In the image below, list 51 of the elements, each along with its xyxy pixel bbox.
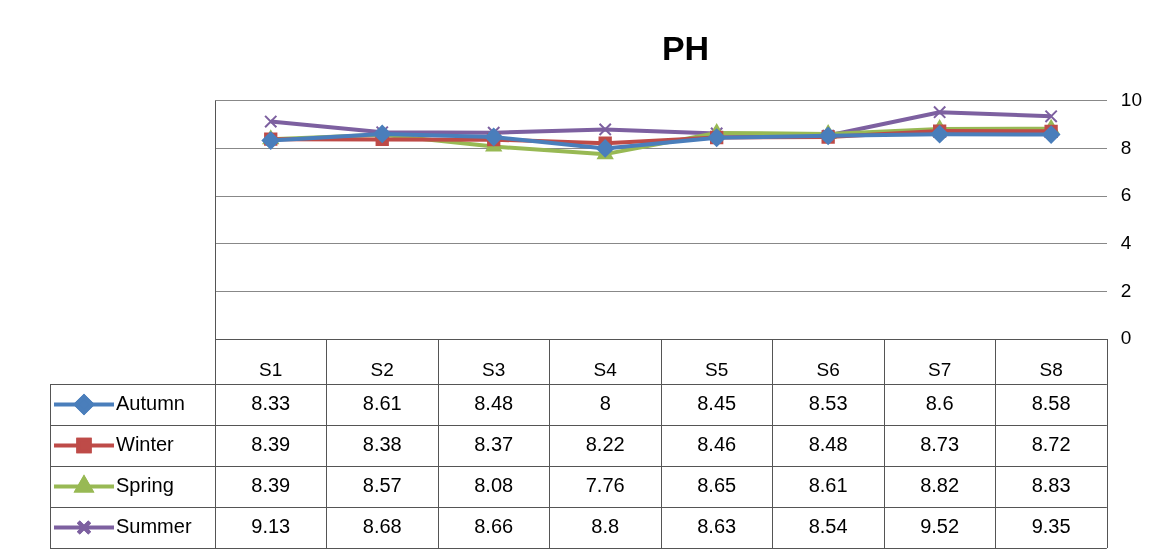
y-tick-label: 0: [1120, 327, 1132, 349]
y-tick-label: 2: [1120, 279, 1132, 301]
data-label: 8.73: [920, 433, 960, 456]
x-tick-label: S2: [370, 358, 394, 380]
data-label: 8.46: [697, 433, 737, 456]
data-label: 8.58: [1031, 392, 1071, 415]
data-label: 8.66: [474, 515, 514, 538]
data-label: 8.72: [1031, 433, 1071, 456]
data-label: 8.08: [474, 474, 514, 497]
data-label: 8.82: [920, 474, 960, 497]
legend-label: Summer: [116, 515, 192, 538]
data-label: 8.63: [697, 515, 737, 538]
data-label: 8.61: [362, 392, 402, 415]
data-label: 8.54: [808, 515, 848, 538]
y-tick-label: 10: [1120, 89, 1143, 111]
data-label: 8.68: [362, 515, 402, 538]
x-tick-label: S4: [593, 358, 618, 380]
data-label: 8.33: [251, 392, 291, 415]
data-label: 8.48: [808, 433, 848, 456]
data-label: 8.8: [591, 515, 620, 538]
x-tick-label: S7: [928, 358, 952, 380]
x-tick-label: S5: [705, 358, 729, 380]
data-label: 8: [599, 392, 611, 415]
data-label: 8.61: [808, 474, 848, 497]
data-label: 8.57: [362, 474, 402, 497]
data-label: 9.13: [251, 515, 291, 538]
legend-label: Winter: [116, 433, 175, 456]
legend-label: Autumn: [116, 392, 185, 415]
x-tick-label: S3: [482, 358, 506, 380]
data-label: 8.83: [1031, 474, 1071, 497]
data-label: 8.45: [697, 392, 737, 415]
chart-title: PH: [661, 28, 710, 67]
y-tick-label: 4: [1120, 231, 1132, 253]
x-tick-label: S1: [259, 358, 283, 380]
x-tick-label: S8: [1039, 358, 1063, 380]
data-label: 7.76: [585, 474, 625, 497]
data-label: 8.39: [251, 433, 291, 456]
data-label: 8.22: [585, 433, 625, 456]
data-label: 9.35: [1031, 515, 1071, 538]
data-label: 8.37: [474, 433, 514, 456]
data-label: 8.39: [251, 474, 291, 497]
data-label: 8.6: [925, 392, 954, 415]
data-label: 8.65: [697, 474, 737, 497]
data-label: 8.48: [474, 392, 514, 415]
data-label: 8.53: [808, 392, 848, 415]
data-label: 9.52: [920, 515, 960, 538]
data-label: 8.38: [362, 433, 402, 456]
legend-label: Spring: [116, 474, 174, 497]
y-tick-label: 8: [1120, 136, 1132, 158]
x-tick-label: S6: [816, 358, 840, 380]
y-tick-label: 6: [1120, 184, 1132, 206]
